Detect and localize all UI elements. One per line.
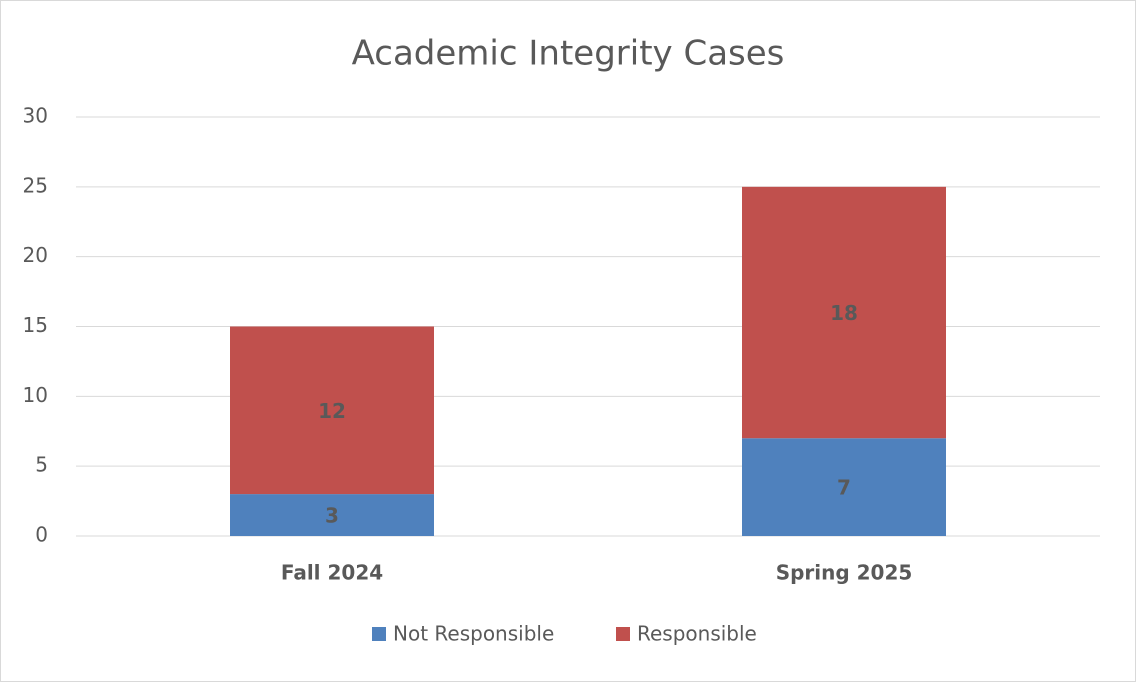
data-label: 18 [830, 301, 858, 325]
x-tick-label: Fall 2024 [281, 561, 383, 585]
data-label: 7 [837, 476, 851, 500]
legend-swatch [372, 627, 386, 641]
bar-segment [230, 326, 434, 495]
y-tick-label: 5 [35, 453, 48, 477]
y-tick-label: 10 [23, 383, 48, 407]
chart-title: Academic Integrity Cases [352, 34, 785, 74]
y-tick-label: 20 [23, 243, 48, 267]
legend-swatch [616, 627, 630, 641]
bar-segment [742, 186, 946, 439]
legend-label: Responsible [637, 622, 757, 646]
bar-segment [742, 438, 946, 536]
legend-label: Not Responsible [393, 622, 554, 646]
x-tick-label: Spring 2025 [776, 561, 913, 585]
data-label: 3 [325, 504, 339, 528]
bar-segment [230, 494, 434, 536]
y-tick-label: 15 [23, 313, 48, 337]
y-tick-label: 0 [35, 523, 48, 547]
data-label: 12 [318, 399, 346, 423]
y-tick-label: 25 [23, 173, 48, 197]
y-tick-label: 30 [23, 104, 48, 128]
